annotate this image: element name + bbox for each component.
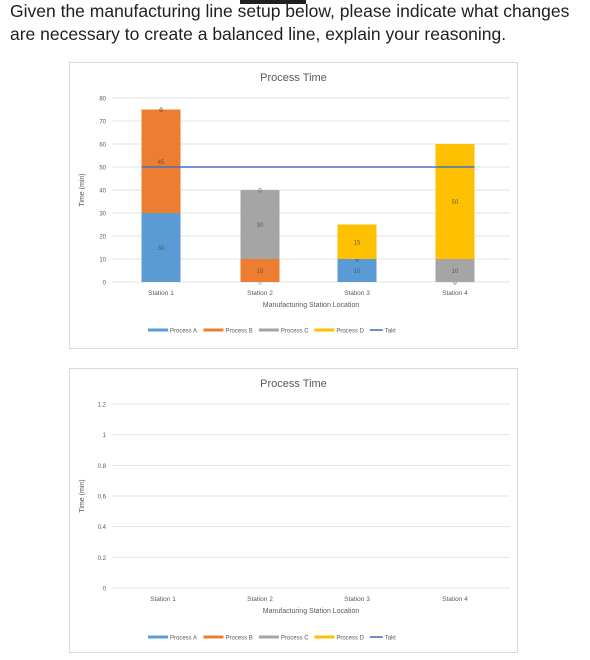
legend-label: Takt <box>385 328 396 334</box>
bar-segment <box>240 190 280 259</box>
bar-segment <box>141 109 181 213</box>
x-axis-label: Manufacturing Station Location <box>263 302 360 309</box>
bar-segment <box>337 224 377 259</box>
data-label: 10 <box>354 269 361 275</box>
data-label: 10 <box>452 269 459 275</box>
data-label: 0 <box>355 258 359 264</box>
y-tick-label: 70 <box>99 120 106 126</box>
legend-label: Process A <box>170 328 197 334</box>
legend-label: Process A <box>170 635 197 641</box>
x-category-label: Station 3 <box>344 596 370 603</box>
top-edge-bar <box>240 0 306 4</box>
legend-label: Process C <box>281 635 309 641</box>
y-tick-label: 50 <box>99 166 106 172</box>
x-category-label: Station 1 <box>148 290 174 297</box>
legend-swatch <box>203 328 224 332</box>
y-tick-label: 40 <box>99 189 106 195</box>
x-axis-label: Manufacturing Station Location <box>263 608 360 615</box>
y-tick-label: 20 <box>99 235 106 241</box>
x-category-label: Station 1 <box>150 596 176 603</box>
data-label: 15 <box>354 240 361 246</box>
bar-segment <box>337 259 377 282</box>
y-tick-label: 0.8 <box>98 464 107 470</box>
bar-segment <box>141 213 181 282</box>
question-text: Given the manufacturing line setup below… <box>10 1 570 44</box>
legend-label: Process B <box>225 635 252 641</box>
process-time-chart-filled: Process Time 0 10 20 30 40 50 60 70 80 Time (min) 3… <box>69 62 518 349</box>
legend-swatch <box>314 635 335 639</box>
legend-swatch <box>148 328 168 332</box>
data-label: 0 <box>355 258 359 264</box>
x-category-label: Station 4 <box>442 290 468 297</box>
y-tick-label: 60 <box>99 143 106 149</box>
y-axis-label: Time (min) <box>79 479 86 512</box>
y-tick-label: 0.4 <box>98 525 107 531</box>
legend-label: Process D <box>336 328 364 334</box>
legend-swatch <box>314 328 335 332</box>
data-label: 30 <box>257 223 264 229</box>
y-tick-label: 0 <box>103 587 107 593</box>
data-label: 50 <box>452 200 459 206</box>
y-tick-label: 0 <box>103 281 107 287</box>
data-label: 30 <box>158 246 165 252</box>
data-label: 0 <box>258 281 262 287</box>
x-category-label: Station 2 <box>247 290 273 297</box>
chart-svg-1: Process Time 0 10 20 30 40 50 60 70 80 Time (min) 3… <box>79 72 510 334</box>
legend-label: Process C <box>281 328 309 334</box>
legend-label: Process D <box>336 635 364 641</box>
data-label: 10 <box>257 269 264 275</box>
x-category-label: Station 3 <box>344 290 370 297</box>
y-axis-label: Time (min) <box>79 173 86 206</box>
chart-svg-2: Process Time 0 0.2 0.4 0.6 0.8 1 1.2 Time (min) S… <box>79 378 510 641</box>
legend-swatch <box>203 635 224 639</box>
y-tick-label: 0.2 <box>98 556 107 562</box>
chart-title: Process Time <box>260 378 327 390</box>
bar-segment <box>435 144 475 259</box>
bar-segment <box>240 259 280 282</box>
data-label: 0 <box>453 281 457 287</box>
y-tick-label: 0.6 <box>98 495 107 501</box>
process-time-chart-blank: Process Time 0 0.2 0.4 0.6 0.8 1 1.2 Time (min) S… <box>69 368 518 653</box>
x-category-label: Station 4 <box>442 596 468 603</box>
y-tick-label: 30 <box>99 212 106 218</box>
data-label: 0 <box>159 108 163 114</box>
legend-swatch <box>148 635 168 639</box>
legend-swatch <box>258 635 279 639</box>
data-label: 0 <box>159 108 163 114</box>
y-tick-label: 10 <box>99 258 106 264</box>
bar-segment <box>435 259 475 282</box>
legend-label: Process B <box>225 328 252 334</box>
data-label: 45 <box>158 160 165 166</box>
y-tick-label: 80 <box>99 97 106 103</box>
y-tick-label: 1.2 <box>98 403 107 409</box>
y-tick-label: 1 <box>103 433 107 439</box>
data-label: 0 <box>453 281 457 287</box>
x-category-label: Station 2 <box>247 596 273 603</box>
legend-label: Takt <box>385 635 396 641</box>
chart-title: Process Time <box>260 72 327 84</box>
legend-swatch <box>258 328 279 332</box>
data-label: 0 <box>258 189 262 195</box>
